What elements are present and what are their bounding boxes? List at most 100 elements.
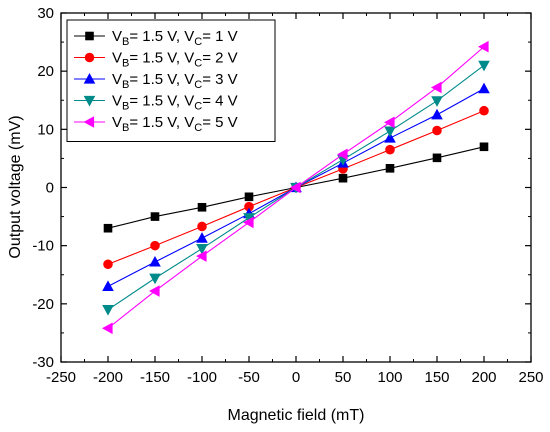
data-point [244,192,254,202]
x-tick-label: 200 [471,369,496,386]
x-tick-label: 150 [424,369,449,386]
legend-text-part: V [112,28,122,45]
x-tick-label: 50 [335,369,352,386]
legend-subscript: C [194,122,202,134]
legend-subscript: C [194,101,202,113]
legend-text-part: = 1.5 V, V [129,28,194,45]
data-point [149,285,160,297]
data-point [149,273,161,285]
legend-subscript: B [122,79,129,91]
legend-text-part: V [112,71,122,88]
legend-subscript: B [122,58,129,70]
legend-text-part: = 1.5 V, V [129,93,194,110]
legend-label: VB= 1.5 V, VC= 2 V [112,50,238,70]
legend-label: VB= 1.5 V, VC= 1 V [112,28,238,48]
x-tick-label: -200 [93,369,123,386]
legend-text-part: V [112,93,122,110]
data-point [243,213,255,224]
data-point [431,96,443,107]
y-tick-label: 20 [37,63,54,80]
data-point [150,240,160,251]
data-point [385,164,395,173]
legend-entry: VB= 1.5 V, VC= 3 V [74,71,238,91]
data-point [243,216,254,229]
data-point [196,232,208,243]
y-tick-label: -10 [32,238,54,255]
legend-subscript: B [122,36,129,48]
legend-entry: VB= 1.5 V, VC= 5 V [74,114,238,134]
x-axis-title: Magnetic field (mT) [228,407,365,424]
data-point [103,259,113,270]
data-point [196,250,207,262]
data-point [102,280,114,291]
legend-entry: VB= 1.5 V, VC= 2 V [74,50,238,70]
data-point [384,126,396,138]
legend-text-part: V [112,50,122,67]
data-point [385,144,395,155]
y-tick-label: 0 [46,180,54,197]
legend-text-part: = 1.5 V, V [129,50,194,67]
data-point [478,82,490,94]
y-axis-title: Output voltage (mV) [7,115,24,258]
legend-marker [83,116,95,128]
legend-subscript: C [194,79,202,91]
data-point [149,255,161,267]
legend-box [66,19,276,142]
legend-subscript: B [122,122,129,134]
data-point [102,305,114,316]
legend-marker [84,52,95,63]
legend-subscript: C [194,58,202,70]
x-tick-label: 100 [377,369,402,386]
legend-label: VB= 1.5 V, VC= 5 V [112,114,238,134]
x-tick-label: -150 [140,369,170,386]
data-point [103,223,113,233]
data-point [337,148,348,161]
data-series [102,40,490,335]
x-tick-label: -50 [238,369,260,386]
data-point [479,105,489,116]
data-point [431,81,442,94]
data-point [478,60,490,72]
legend-label: VB= 1.5 V, VC= 3 V [112,71,238,91]
x-tick-label: 250 [518,369,543,386]
y-tick-label: 30 [37,5,54,22]
data-point [102,322,113,335]
legend-text-part: = 1.5 V, V [129,114,194,131]
data-point [244,201,254,212]
legend-entry: VB= 1.5 V, VC= 4 V [74,93,238,113]
legend-text-part: = 5 V [202,114,237,131]
data-point [479,142,489,152]
data-point [150,212,160,221]
legend-text-part: V [112,114,122,131]
y-tick-label: 10 [37,121,54,138]
legend-subscript: C [194,36,202,48]
legend-subscript: B [122,101,129,113]
data-point [290,181,301,194]
data-point [197,202,207,212]
legend-entry: VB= 1.5 V, VC= 1 V [74,28,238,48]
axes [60,12,532,363]
data-point [478,40,489,53]
y-tick-label: -20 [32,296,54,313]
data-point [431,108,443,120]
legend-text-part: = 2 V [202,50,237,67]
series-5 [102,40,489,335]
legend-text-part: = 3 V [202,71,237,88]
legend-marker [85,31,94,41]
data-point [196,243,208,255]
data-point [432,153,442,163]
data-point [432,125,442,136]
data-point [384,132,396,143]
tick-labels: -250 -200 -150 -100 -50 0 50 100 150 200 250 -30 -20… [32,5,543,386]
data-point [384,116,395,129]
data-point [338,173,348,183]
legend-text-part: = 1 V [202,28,237,45]
x-tick-label: -250 [46,369,76,386]
legend-marker [83,73,96,84]
legend-text-part: = 1.5 V, V [129,71,194,88]
legend: VB= 1.5 V, VC= 1 VVB= 1.5 V, VC= 2 VVB= … [66,19,276,142]
legend-marker [83,95,96,107]
y-tick-label: -30 [32,354,54,371]
x-tick-label: -100 [187,369,217,386]
